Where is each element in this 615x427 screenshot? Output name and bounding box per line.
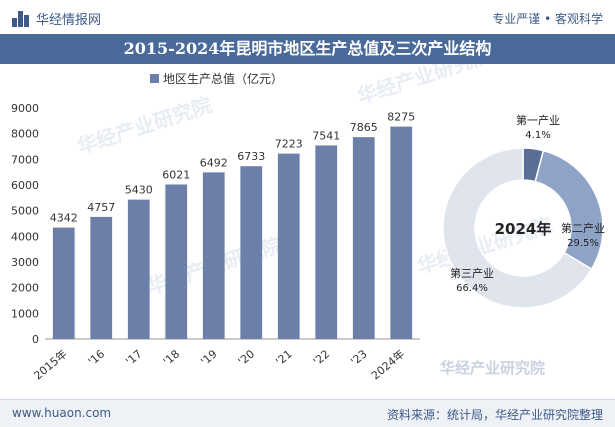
- chart-area: 华经产业研究院华经产业研究院华经产业研究院华经产业研究院华经产业研究院 地区生产…: [11, 64, 605, 383]
- x-tick-label: 2024年: [368, 347, 407, 383]
- bar-value-label: 4342: [50, 212, 78, 225]
- source-note: 资料来源：统计局，华经产业研究院整理: [386, 408, 603, 422]
- x-tick-label: '19: [198, 347, 219, 368]
- x-tick-label: '21: [273, 347, 294, 368]
- x-tick-label: 2015年: [31, 347, 70, 383]
- y-tick-label: 9000: [11, 102, 39, 115]
- y-tick-label: 6000: [11, 179, 39, 192]
- x-tick-label: '18: [161, 347, 182, 368]
- pie-slice-value: 4.1%: [525, 130, 550, 141]
- pie-slice: [442, 147, 593, 309]
- bar: [315, 145, 338, 339]
- bar: [165, 184, 188, 339]
- x-tick-label: '17: [123, 347, 144, 368]
- bar: [240, 166, 263, 339]
- bar-value-label: 6021: [162, 168, 190, 181]
- pie-slice-label: 第一产业: [516, 113, 560, 127]
- bar: [127, 199, 150, 339]
- y-tick-label: 0: [32, 333, 39, 346]
- bar-value-label: 4757: [87, 201, 115, 214]
- pie-slice-label: 第二产业: [561, 221, 605, 235]
- bar-value-label: 6733: [237, 150, 265, 163]
- y-tick-label: 5000: [11, 205, 39, 218]
- x-tick-label: '23: [348, 347, 369, 368]
- legend-swatch: [150, 74, 159, 83]
- bar-value-label: 8275: [387, 111, 415, 124]
- pie-slice-value: 66.4%: [456, 283, 488, 294]
- legend-label: 地区生产总值（亿元）: [163, 71, 283, 86]
- x-tick-label: '22: [311, 347, 332, 368]
- brand-name: 华经情报网: [36, 13, 102, 28]
- bar: [390, 126, 413, 339]
- chart-title: 2015-2024年昆明市地区生产总值及三次产业结构: [123, 39, 492, 58]
- bar-value-label: 6492: [200, 156, 228, 169]
- bar-value-label: 7541: [312, 129, 340, 142]
- brand: 华经情报网: [12, 9, 101, 28]
- y-tick-label: 1000: [11, 307, 39, 320]
- bar: [202, 172, 225, 339]
- pie-center-label: 2024年: [495, 220, 552, 238]
- x-tick-label: '16: [86, 347, 107, 368]
- bar: [277, 153, 300, 339]
- bar: [52, 227, 75, 339]
- tagline: 专业严谨 • 客观科学: [492, 12, 603, 26]
- x-tick-label: '20: [236, 347, 257, 368]
- pie-slice-label: 第三产业: [450, 266, 494, 280]
- watermark-text: 华经产业研究院: [440, 359, 545, 377]
- pie-slice-value: 29.5%: [567, 238, 599, 249]
- watermark-text: 华经产业研究院: [74, 93, 215, 159]
- y-tick-label: 8000: [11, 128, 39, 141]
- bar: [352, 137, 375, 339]
- pie-slice: [534, 149, 604, 271]
- top-bar: 华经情报网 专业严谨 • 客观科学: [0, 0, 615, 34]
- y-tick-label: 7000: [11, 153, 39, 166]
- title-bar: 2015-2024年昆明市地区生产总值及三次产业结构: [0, 34, 615, 64]
- footer: www.huaon.com 资料来源：统计局，华经产业研究院整理: [0, 399, 615, 427]
- y-tick-label: 2000: [11, 282, 39, 295]
- website-link[interactable]: www.huaon.com: [12, 406, 112, 420]
- y-tick-label: 3000: [11, 256, 39, 269]
- bar: [90, 216, 113, 339]
- y-tick-label: 4000: [11, 230, 39, 243]
- logo-icon: [12, 10, 30, 27]
- bar-value-label: 7223: [275, 138, 303, 151]
- bar-value-label: 7865: [350, 121, 378, 134]
- bar-value-label: 5430: [125, 184, 153, 197]
- watermark-text: 华经产业研究院: [354, 64, 495, 109]
